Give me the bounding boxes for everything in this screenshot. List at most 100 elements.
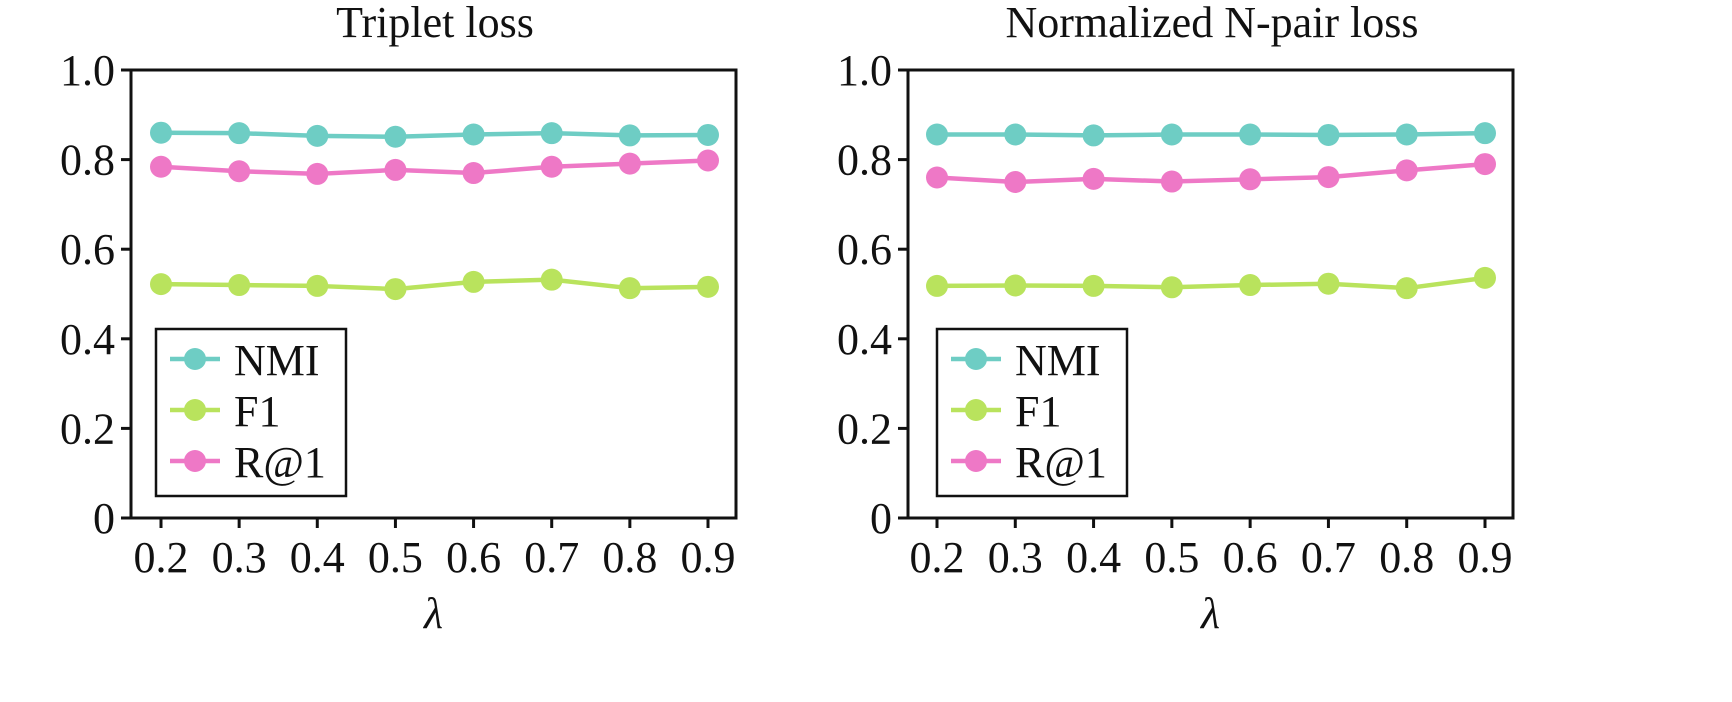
legend-marker bbox=[965, 399, 987, 421]
data-point bbox=[926, 274, 948, 297]
x-tick-label: 0.3 bbox=[988, 533, 1043, 582]
x-tick-label: 0.8 bbox=[1379, 533, 1434, 582]
x-tick-label: 0.3 bbox=[212, 533, 267, 582]
data-point bbox=[1395, 277, 1418, 300]
data-point bbox=[462, 270, 485, 293]
data-point bbox=[1474, 153, 1496, 176]
legend-label: NMI bbox=[234, 336, 320, 385]
data-point bbox=[1160, 170, 1183, 193]
legend-item: NMI bbox=[170, 336, 320, 385]
data-point bbox=[1239, 123, 1262, 146]
data-point bbox=[1395, 159, 1418, 182]
legend-marker bbox=[184, 348, 206, 370]
data-point bbox=[1004, 274, 1027, 297]
y-tick-label: 1.0 bbox=[60, 46, 115, 95]
legend-label: R@1 bbox=[1015, 438, 1107, 487]
x-tick-label: 0.4 bbox=[290, 533, 345, 582]
data-point bbox=[618, 277, 641, 300]
data-point bbox=[228, 122, 251, 145]
plot-frame bbox=[906, 68, 1515, 520]
x-tick-label: 0.8 bbox=[602, 533, 657, 582]
series-f1 bbox=[926, 266, 1496, 300]
data-point bbox=[1239, 168, 1262, 191]
legend-marker bbox=[965, 450, 987, 472]
data-point bbox=[1004, 123, 1027, 146]
x-axis-label: λ bbox=[1199, 589, 1220, 638]
data-point bbox=[1474, 122, 1496, 145]
data-point bbox=[306, 162, 329, 185]
data-point bbox=[306, 274, 329, 297]
data-point bbox=[1160, 123, 1183, 146]
x-tick-label: 0.6 bbox=[1223, 533, 1278, 582]
x-tick-label: 0.7 bbox=[524, 533, 579, 582]
series-r-1 bbox=[926, 153, 1496, 193]
legend-marker bbox=[184, 450, 206, 472]
x-tick-label: 0.2 bbox=[910, 533, 965, 582]
legend-label: F1 bbox=[234, 387, 280, 436]
series-line bbox=[160, 158, 709, 177]
data-point bbox=[926, 123, 948, 146]
y-tick-label: 0.4 bbox=[60, 315, 115, 364]
chart-title: Triplet loss bbox=[336, 0, 534, 47]
data-point bbox=[540, 122, 563, 145]
legend-label: F1 bbox=[1015, 387, 1061, 436]
data-point bbox=[1474, 266, 1496, 289]
data-point bbox=[1082, 274, 1105, 297]
data-point bbox=[150, 273, 172, 296]
chart-title: Normalized N-pair loss bbox=[1006, 0, 1419, 47]
data-point bbox=[540, 268, 563, 291]
data-point bbox=[384, 278, 407, 301]
data-point bbox=[150, 155, 172, 178]
data-point bbox=[926, 166, 948, 189]
data-point bbox=[462, 162, 485, 185]
data-point bbox=[384, 158, 407, 181]
legend-item: F1 bbox=[951, 387, 1061, 436]
y-tick-label: 0.4 bbox=[837, 315, 892, 364]
data-point bbox=[306, 124, 329, 147]
series-f1 bbox=[150, 268, 719, 301]
data-point bbox=[697, 275, 719, 298]
y-tick-label: 0 bbox=[870, 494, 892, 543]
data-point bbox=[1082, 124, 1105, 147]
series-r-1 bbox=[150, 149, 719, 185]
legend-item: NMI bbox=[951, 336, 1101, 385]
data-point bbox=[1317, 123, 1340, 146]
y-tick-label: 0.8 bbox=[837, 136, 892, 185]
series-line bbox=[160, 277, 709, 292]
data-point bbox=[1160, 276, 1183, 299]
legend-item: R@1 bbox=[951, 438, 1107, 487]
data-point bbox=[697, 123, 719, 146]
data-point bbox=[384, 125, 407, 148]
series-line bbox=[160, 130, 709, 140]
legend-label: R@1 bbox=[234, 438, 326, 487]
data-point bbox=[540, 155, 563, 178]
y-tick-label: 1.0 bbox=[837, 46, 892, 95]
y-tick-label: 0 bbox=[93, 494, 115, 543]
data-point bbox=[1082, 167, 1105, 190]
series-line bbox=[936, 275, 1486, 291]
plot-frame bbox=[129, 68, 738, 520]
x-tick-label: 0.9 bbox=[681, 533, 736, 582]
x-tick-label: 0.9 bbox=[1458, 533, 1513, 582]
series-line bbox=[936, 161, 1486, 185]
x-tick-label: 0.2 bbox=[134, 533, 189, 582]
legend-item: R@1 bbox=[170, 438, 326, 487]
legend-marker bbox=[184, 399, 206, 421]
data-point bbox=[1395, 123, 1418, 146]
x-tick-label: 0.7 bbox=[1301, 533, 1356, 582]
chart-normalized-n-pair-loss: Normalized N-pair loss 0 0.2 0.4 0.6 0.8 1.0 0.… bbox=[837, 0, 1515, 638]
y-tick-label: 0.8 bbox=[60, 136, 115, 185]
x-axis-label: λ bbox=[422, 589, 443, 638]
legend-item: F1 bbox=[170, 387, 280, 436]
data-point bbox=[1004, 171, 1027, 193]
series-nmi bbox=[926, 122, 1496, 147]
data-point bbox=[228, 160, 251, 183]
data-point bbox=[618, 152, 641, 175]
series-line bbox=[937, 130, 1486, 138]
data-point bbox=[618, 124, 641, 147]
data-point bbox=[697, 149, 719, 172]
x-tick-label: 0.5 bbox=[1144, 533, 1199, 582]
x-tick-label: 0.6 bbox=[446, 533, 501, 582]
